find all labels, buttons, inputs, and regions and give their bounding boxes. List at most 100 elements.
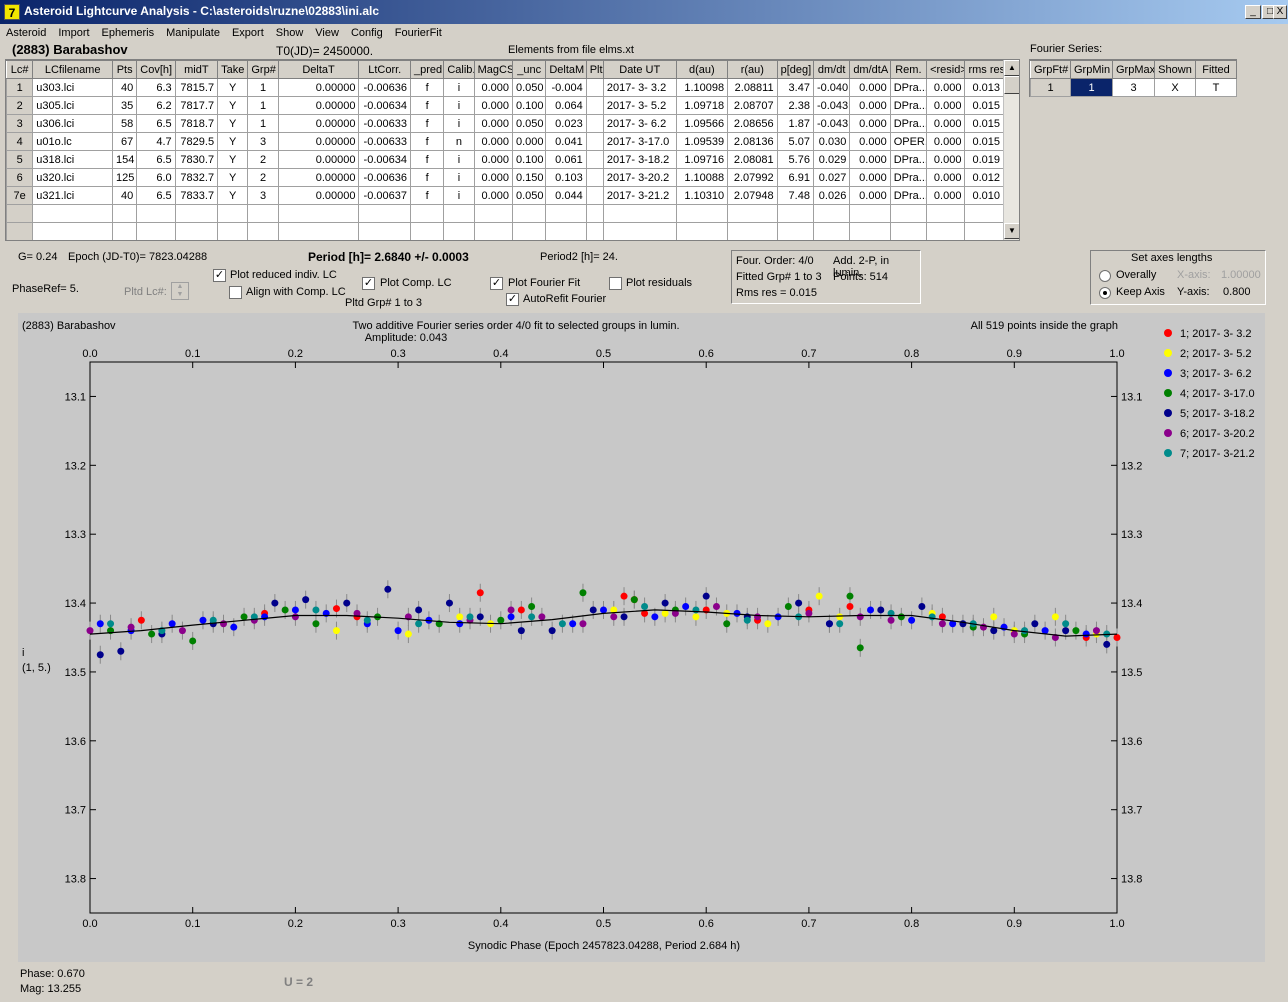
table-cell[interactable]: -0.004 (545, 78, 587, 97)
table-cell[interactable]: 7815.7 (174, 78, 219, 97)
table-cell[interactable]: 0.00000 (277, 186, 360, 205)
table-cell[interactable]: u320.lci (32, 168, 114, 187)
table-cell[interactable]: 0.026 (812, 186, 851, 205)
table-cell[interactable]: 1.87 (776, 114, 814, 133)
table-cell[interactable]: 6.3 (136, 78, 176, 97)
table-cell[interactable]: i (443, 114, 475, 133)
scroll-up-icon[interactable]: ▲ (1004, 60, 1019, 76)
table-cell[interactable]: 1.09566 (675, 114, 729, 133)
table-scrollbar[interactable]: ▲ ▼ (1003, 60, 1019, 240)
menu-view[interactable]: View (315, 27, 339, 39)
table-cell[interactable] (217, 204, 249, 223)
table-cell[interactable]: 1.10098 (675, 78, 729, 97)
fourier-col-header[interactable]: GrpMax (1112, 60, 1155, 79)
table-cell[interactable]: 0.019 (964, 150, 1004, 169)
table-cell[interactable] (174, 204, 219, 223)
table-cell[interactable]: 0.061 (545, 150, 587, 169)
table-cell[interactable] (277, 204, 360, 223)
table-cell[interactable]: 6.2 (136, 96, 176, 115)
table-cell[interactable]: -0.00634 (358, 96, 411, 115)
col-header[interactable]: midT (174, 60, 219, 79)
table-cell[interactable]: 6.91 (776, 168, 814, 187)
table-row[interactable]: 4 u01o.lc 67 4.7 7829.5 Y 3 0.00000 -0.00633 f n 0.… (6, 132, 1004, 151)
table-cell[interactable]: 0.000 (926, 78, 966, 97)
table-cell[interactable]: 6.5 (136, 186, 176, 205)
table-cell[interactable]: 2 (247, 168, 279, 187)
table-cell[interactable]: 0.000 (926, 150, 966, 169)
table-cell[interactable]: 0.064 (545, 96, 587, 115)
table-cell[interactable]: 67 (112, 132, 138, 151)
table-cell[interactable]: 6.0 (136, 168, 176, 187)
col-header[interactable]: <resid> (926, 60, 966, 79)
table-cell[interactable]: 0.000 (926, 168, 966, 187)
table-cell[interactable]: 2017- 3- 3.2 (602, 78, 677, 97)
table-cell[interactable]: DPra... (889, 114, 928, 133)
table-cell[interactable]: 0.030 (812, 132, 851, 151)
lightcurve-plot[interactable]: (2883) Barabashov Two additive Fourier s… (18, 313, 1265, 962)
table-cell[interactable] (727, 204, 778, 223)
table-cell[interactable]: 58 (112, 114, 138, 133)
align-comp-checkbox[interactable] (229, 286, 242, 299)
table-cell[interactable]: 2.07992 (727, 168, 778, 187)
table-cell[interactable] (585, 204, 604, 223)
table-cell[interactable] (849, 222, 891, 240)
plot-reduced-checkbox[interactable]: ✓ (213, 269, 226, 282)
table-cell[interactable]: 0.050 (511, 114, 547, 133)
autorefit-checkbox[interactable]: ✓ (506, 293, 519, 306)
table-cell[interactable] (32, 222, 114, 240)
table-cell[interactable]: 2017- 3-18.2 (602, 150, 677, 169)
table-cell[interactable]: f (409, 168, 445, 187)
table-cell[interactable] (511, 204, 547, 223)
table-cell[interactable] (675, 222, 729, 240)
table-cell[interactable] (112, 222, 138, 240)
table-cell[interactable]: 2.08707 (727, 96, 778, 115)
menu-manipulate[interactable]: Manipulate (166, 27, 220, 39)
table-cell[interactable]: f (409, 132, 445, 151)
table-cell[interactable] (136, 222, 176, 240)
table-cell[interactable] (585, 96, 604, 115)
table-cell[interactable]: i (443, 186, 475, 205)
table-cell[interactable]: DPra... (889, 150, 928, 169)
col-header[interactable]: Lc# (6, 60, 34, 79)
menu-asteroid[interactable]: Asteroid (6, 27, 47, 39)
lightcurve-graph[interactable]: (2883) Barabashov Two additive Fourier s… (18, 313, 1265, 962)
table-cell[interactable]: f (409, 78, 445, 97)
table-cell[interactable]: 1 (247, 114, 279, 133)
table-cell[interactable] (964, 222, 1004, 240)
table-cell[interactable] (545, 204, 587, 223)
table-cell[interactable]: u318.lci (32, 150, 114, 169)
menu-export[interactable]: Export (231, 27, 264, 39)
table-cell[interactable] (727, 222, 778, 240)
col-header[interactable]: Calib. (443, 60, 475, 79)
table-cell[interactable] (217, 222, 249, 240)
table-cell[interactable]: 2.08811 (727, 78, 778, 97)
lightcurve-table[interactable]: Lc# LCfilename Pts Cov[h] midT Take Grp# DeltaT… (5, 59, 1020, 241)
table-row[interactable] (6, 222, 1004, 240)
table-cell[interactable]: 0.00000 (277, 78, 360, 97)
table-cell[interactable]: 0.050 (511, 186, 547, 205)
plot-comp-checkbox[interactable]: ✓ (362, 277, 375, 290)
table-cell[interactable]: 0.000 (473, 186, 513, 205)
table-cell[interactable] (174, 222, 219, 240)
table-cell[interactable] (136, 204, 176, 223)
fourier-col-header[interactable]: Fitted (1195, 60, 1237, 79)
table-cell[interactable] (585, 114, 604, 133)
table-cell[interactable]: i (443, 150, 475, 169)
row-header[interactable] (6, 204, 34, 223)
table-cell[interactable]: 0.000 (473, 114, 513, 133)
table-cell[interactable]: 0.00000 (277, 168, 360, 187)
table-cell[interactable]: 2.08656 (727, 114, 778, 133)
table-cell[interactable]: 0.000 (926, 186, 966, 205)
table-cell[interactable]: 0.000 (849, 150, 891, 169)
table-cell[interactable]: -0.00637 (358, 186, 411, 205)
minimize-button[interactable]: _ (1245, 5, 1261, 19)
table-cell[interactable]: 0.103 (545, 168, 587, 187)
table-cell[interactable]: 7817.7 (174, 96, 219, 115)
table-cell[interactable]: 0.100 (511, 150, 547, 169)
table-cell[interactable]: 7829.5 (174, 132, 219, 151)
table-cell[interactable]: Y (217, 114, 249, 133)
table-cell[interactable] (409, 222, 445, 240)
table-cell[interactable]: 1.09718 (675, 96, 729, 115)
table-cell[interactable]: 0.012 (964, 168, 1004, 187)
table-cell[interactable] (277, 222, 360, 240)
